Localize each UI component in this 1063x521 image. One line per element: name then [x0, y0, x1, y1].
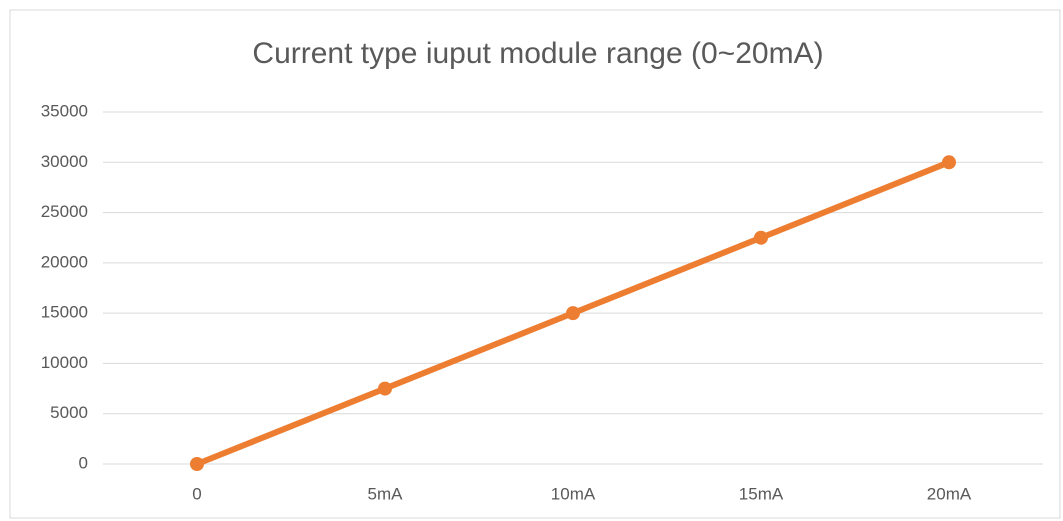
point [942, 155, 956, 170]
point [190, 457, 204, 471]
x-tick-label: 5mA [368, 484, 404, 503]
x-tick-label: 15mA [739, 484, 784, 503]
point [566, 306, 580, 321]
y-tick-label: 5000 [50, 403, 88, 422]
x-tick-label: 10mA [551, 484, 596, 503]
y-tick-label: 25000 [41, 202, 88, 221]
point [378, 381, 392, 396]
x-tick-label: 20mA [927, 484, 972, 503]
y-tick-label: 30000 [41, 152, 88, 171]
chart-border [9, 9, 1061, 519]
point [754, 230, 768, 245]
y-tick-label: 0 [79, 453, 88, 472]
y-tick-label: 35000 [41, 101, 88, 120]
chart-title: Current type iuput module range (0~20mA) [252, 37, 823, 70]
y-tick-label: 20000 [41, 252, 88, 271]
y-tick-label: 15000 [41, 303, 88, 322]
x-tick-label: 0 [192, 484, 201, 503]
y-tick-label: 10000 [41, 353, 88, 372]
